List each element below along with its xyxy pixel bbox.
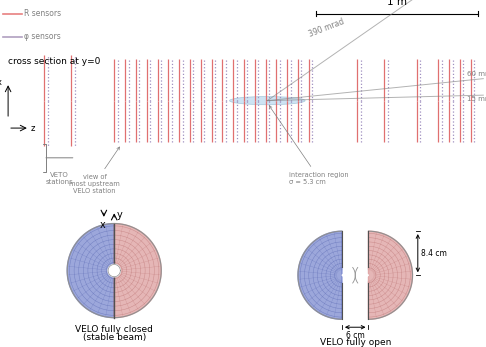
Text: cross section at y=0: cross section at y=0	[8, 57, 101, 66]
Text: 15 mrad: 15 mrad	[467, 96, 486, 102]
Text: y: y	[117, 210, 123, 220]
Text: φ sensors: φ sensors	[24, 32, 61, 41]
Text: VELO fully open: VELO fully open	[320, 338, 391, 347]
Polygon shape	[342, 268, 355, 283]
Text: x: x	[100, 220, 106, 230]
Text: 1 m: 1 m	[387, 0, 407, 7]
Text: z: z	[31, 124, 35, 133]
Text: R sensors: R sensors	[24, 9, 61, 18]
Text: 8.4 cm: 8.4 cm	[421, 249, 447, 258]
Text: interaction region
σ = 5.3 cm: interaction region σ = 5.3 cm	[269, 106, 348, 185]
Text: x: x	[0, 78, 1, 87]
Polygon shape	[108, 264, 121, 277]
Polygon shape	[298, 231, 342, 319]
Text: 6 cm: 6 cm	[346, 331, 364, 340]
Text: 60 mrad: 60 mrad	[467, 71, 486, 77]
Text: VELO fully closed: VELO fully closed	[75, 325, 153, 334]
Text: VETO
stations: VETO stations	[46, 171, 73, 185]
Polygon shape	[368, 231, 413, 319]
Polygon shape	[355, 268, 368, 283]
Polygon shape	[67, 223, 114, 318]
Text: 390 mrad: 390 mrad	[308, 17, 346, 39]
Polygon shape	[114, 223, 161, 318]
Ellipse shape	[229, 96, 305, 105]
Text: view of
most upstream
VELO station: view of most upstream VELO station	[69, 147, 120, 194]
Text: (stable beam): (stable beam)	[83, 333, 146, 342]
